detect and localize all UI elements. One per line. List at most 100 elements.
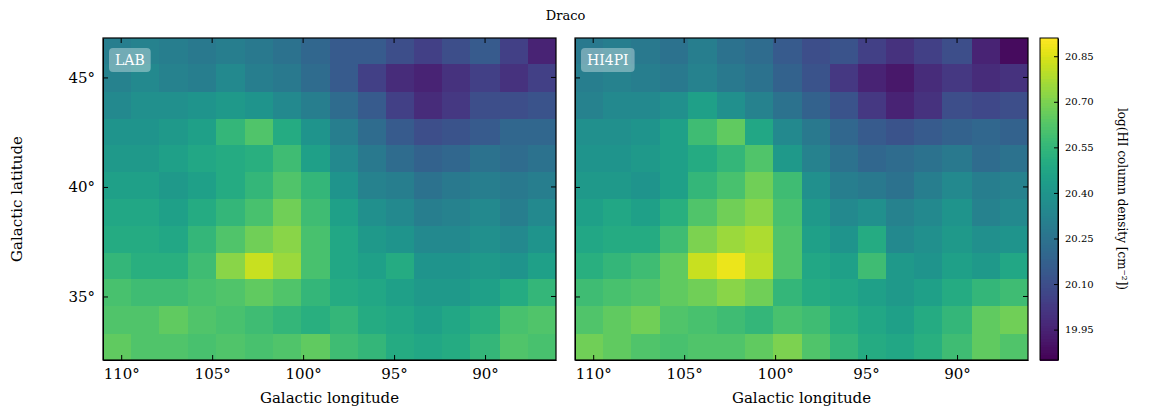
heatmap-cell <box>660 172 689 200</box>
heatmap-cell <box>245 226 274 253</box>
heatmap-cell <box>528 119 556 146</box>
y-tick <box>575 187 580 188</box>
colorbar-tick-mark <box>1054 193 1058 194</box>
heatmap-cell <box>245 92 274 120</box>
heatmap-cell <box>942 334 972 360</box>
heatmap-cell <box>603 199 632 227</box>
x-tick-mark-top <box>593 38 594 43</box>
heatmap-cell <box>603 253 632 280</box>
x-tick-label: 105° <box>195 365 231 383</box>
heatmap-cell <box>301 119 330 146</box>
heatmap-cell <box>159 253 188 280</box>
colorbar-tick-label: 20.25 <box>1065 233 1094 244</box>
heatmap-cell <box>688 253 718 280</box>
y-axis-line <box>103 39 104 361</box>
heatmap-cell <box>972 226 1001 253</box>
heatmap-cell <box>603 119 632 146</box>
heatmap-cell <box>688 279 718 307</box>
heatmap-cell <box>188 172 217 200</box>
colorbar-tick-label: 20.85 <box>1065 51 1094 62</box>
x-tick: 100° <box>286 355 322 383</box>
chart-title: Draco <box>546 8 586 23</box>
heatmap-cell <box>660 334 689 360</box>
heatmap-cell <box>104 92 132 120</box>
heatmap-cell <box>717 38 746 65</box>
heatmap-cell <box>301 64 330 92</box>
heatmap-cell <box>216 145 246 172</box>
heatmap-cell <box>442 38 471 65</box>
x-tick-label: 100° <box>758 365 794 383</box>
heatmap-cell <box>717 253 746 280</box>
heatmap-cell <box>660 226 689 253</box>
heatmap-cell <box>660 145 689 172</box>
x-tick-mark <box>866 355 867 360</box>
heatmap-cell <box>188 334 217 360</box>
x-tick-mark-top <box>121 38 122 43</box>
heatmap-cell <box>330 119 359 146</box>
y-tick-label: 40° <box>68 178 95 196</box>
heatmap-cell <box>358 64 387 92</box>
heatmap-cell <box>603 279 632 307</box>
heatmap-cell <box>631 199 660 227</box>
x-tick-label: 95° <box>381 365 408 383</box>
x-tick-label: 90° <box>944 365 971 383</box>
y-tick: 35° <box>68 288 108 306</box>
colorbar-axis-line <box>1058 39 1059 361</box>
y-tick-mark-right <box>551 186 556 187</box>
heatmap-cell <box>886 279 915 307</box>
heatmap-cell <box>470 279 500 307</box>
heatmap-cell <box>830 334 859 360</box>
x-tick: 110° <box>576 355 612 383</box>
heatmap-cell <box>688 38 718 65</box>
heatmap-cell <box>802 306 831 334</box>
heatmap-cell <box>688 92 718 120</box>
heatmap-cell <box>830 145 859 172</box>
heatmap-cell <box>216 119 246 146</box>
x-tick-mark-top <box>684 38 685 43</box>
heatmap-cell <box>104 279 132 307</box>
heatmap-cell <box>1000 226 1028 253</box>
heatmap-cell <box>358 306 387 334</box>
heatmap-cell <box>358 199 387 227</box>
heatmap-cell <box>858 334 887 360</box>
heatmap-cell <box>942 253 972 280</box>
colorbar-tick-mark <box>1054 147 1058 148</box>
heatmap-cell <box>188 279 217 307</box>
heatmap-cell <box>1000 145 1028 172</box>
heatmap-cell <box>188 226 217 253</box>
heatmap-cell <box>500 64 529 92</box>
heatmap-cell <box>631 279 660 307</box>
heatmap-cell <box>216 199 246 227</box>
heatmap-cell <box>942 172 972 200</box>
heatmap-cell <box>972 92 1001 120</box>
heatmap-cell <box>942 92 972 120</box>
heatmap-cell <box>273 334 302 360</box>
heatmap-cell <box>1000 172 1028 200</box>
heatmap-cell <box>273 64 302 92</box>
heatmap-cell <box>131 119 160 146</box>
heatmap-cell <box>802 145 831 172</box>
y-tick-mark-right <box>1023 296 1028 297</box>
x-tick-mark-top <box>303 38 304 43</box>
heatmap-cell <box>414 145 443 172</box>
heatmap-cell <box>745 306 774 334</box>
heatmap-cell <box>886 253 915 280</box>
x-tick: 105° <box>195 355 231 383</box>
heatmap-cell <box>273 279 302 307</box>
heatmap-cell <box>528 64 556 92</box>
colorbar-tick-mark <box>1054 330 1058 331</box>
heatmap-cell <box>330 145 359 172</box>
heatmap-cell <box>470 253 500 280</box>
chart: Draco110°105°100°95°90°35°40°45°Galactic… <box>0 0 1162 414</box>
heatmap-cell <box>773 226 802 253</box>
heatmap-cell <box>470 92 500 120</box>
heatmap-cell <box>631 92 660 120</box>
heatmap-cell <box>972 64 1001 92</box>
heatmap-cell <box>802 279 831 307</box>
x-tick: 105° <box>667 355 703 383</box>
colorbar <box>1040 38 1058 361</box>
heatmap-cell <box>773 119 802 146</box>
heatmap-cell <box>442 226 471 253</box>
heatmap-cell <box>188 199 217 227</box>
heatmap-cell <box>914 306 943 334</box>
